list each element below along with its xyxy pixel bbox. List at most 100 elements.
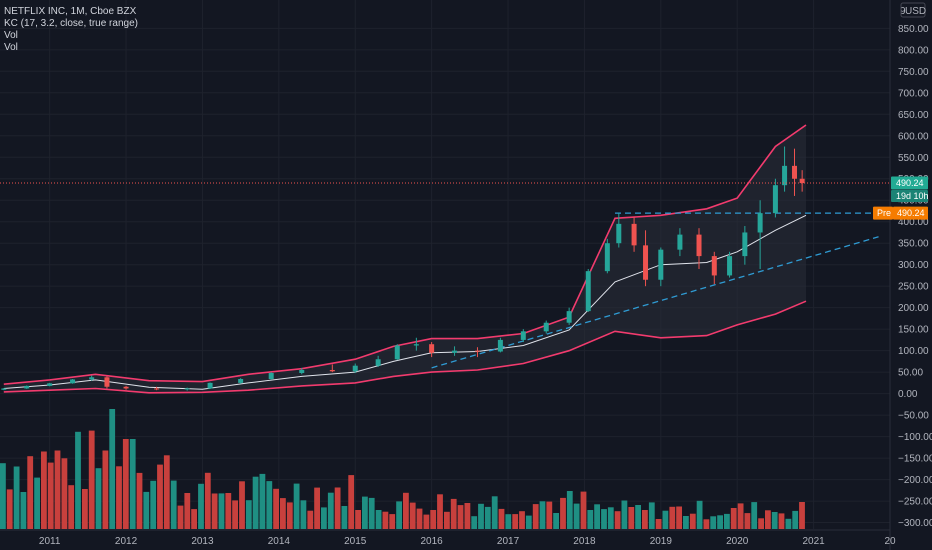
candle-body	[70, 379, 76, 384]
legend-indicator[interactable]: KC (17, 3.2, close, true range)	[4, 18, 138, 29]
price-tick-label: 100.00	[898, 346, 929, 357]
price-tick-label: 50.00	[898, 368, 923, 379]
volume-bar	[450, 498, 457, 529]
volume-bar	[498, 508, 505, 529]
svg-text:490.24: 490.24	[897, 208, 925, 218]
volume-bar	[362, 496, 368, 529]
volume-bar	[635, 505, 641, 529]
volume-bar	[88, 430, 95, 529]
candle-body	[643, 245, 649, 280]
volume-bar	[27, 456, 34, 529]
volume-bar	[471, 516, 478, 529]
volume-bars	[0, 409, 805, 529]
currency-label[interactable]: USD	[900, 2, 926, 18]
volume-bar	[396, 501, 402, 529]
volume-bar	[532, 504, 539, 529]
time-tick-label: 2021	[802, 536, 825, 547]
volume-bar	[409, 502, 416, 529]
top-partial-tick: 9	[900, 6, 906, 17]
volume-bar	[478, 503, 484, 529]
volume-bar	[75, 431, 81, 529]
volume-bar	[382, 511, 389, 529]
volume-bar	[525, 515, 532, 529]
volume-bar	[177, 505, 184, 529]
volume-bar	[416, 508, 423, 529]
volume-bar	[232, 500, 238, 529]
volume-bar	[676, 506, 682, 529]
volume-bar	[566, 491, 573, 529]
candle-body	[238, 379, 244, 383]
candle-body	[604, 243, 610, 272]
support-trendline	[431, 236, 879, 369]
candle-body	[772, 185, 778, 214]
price-tick-label: 750.00	[898, 67, 929, 78]
price-tick-label: 850.00	[898, 24, 929, 35]
volume-bar	[163, 455, 170, 529]
candle-body	[727, 256, 733, 276]
volume-bar	[355, 510, 361, 529]
price-tick-label: 350.00	[898, 239, 929, 250]
candle-body	[616, 223, 622, 244]
volume-bar	[321, 507, 327, 529]
candle-body	[631, 223, 637, 246]
price-tick-label: 700.00	[898, 88, 929, 99]
volume-bar	[136, 472, 143, 529]
candle-body	[742, 232, 748, 257]
volume-bar	[628, 507, 635, 529]
volume-bar	[765, 510, 771, 529]
legend-volume-2[interactable]: Vol	[4, 42, 18, 53]
volume-bar	[286, 502, 293, 529]
volume-bar	[744, 513, 751, 529]
volume-bar	[573, 503, 580, 529]
price-tick-label: −150.00	[898, 454, 932, 465]
price-tick-label: −50.00	[898, 411, 929, 422]
candle-body	[89, 377, 95, 380]
volume-bar	[6, 489, 13, 529]
time-tick-label: 2015	[344, 536, 367, 547]
volume-bar	[683, 516, 689, 529]
price-tick-label: −300.00	[898, 518, 932, 529]
volume-bar	[751, 502, 758, 529]
svg-text:USD: USD	[905, 6, 926, 17]
volume-bar	[491, 496, 498, 529]
volume-bar	[116, 466, 122, 529]
price-tick-label: 550.00	[898, 153, 929, 164]
candles	[1, 146, 805, 391]
volume-bar	[403, 492, 409, 529]
volume-bar	[184, 493, 191, 529]
volume-bar	[505, 514, 512, 529]
volume-bar	[737, 503, 744, 529]
kc-upper-line	[3, 124, 807, 385]
volume-bar	[587, 510, 594, 529]
volume-bar	[648, 502, 655, 529]
price-tick-label: 600.00	[898, 131, 929, 142]
drawings[interactable]	[431, 212, 890, 369]
volume-bar	[519, 511, 525, 529]
volume-bar	[607, 507, 614, 529]
price-tick-label: −100.00	[898, 432, 932, 443]
volume-bar	[655, 519, 662, 529]
volume-bar	[34, 477, 40, 529]
kc-lower-line	[3, 300, 807, 394]
price-tick-label: 150.00	[898, 325, 929, 336]
legend-volume-1[interactable]: Vol	[4, 30, 18, 41]
volume-bar	[334, 487, 341, 529]
time-axis[interactable]: 2011 2012 2013 2014 2015 2016 2017 2018 2019 2020…	[39, 536, 896, 547]
volume-bar	[512, 514, 519, 529]
volume-bar	[669, 506, 676, 529]
volume-bar	[109, 409, 116, 529]
price-tick-label: 250.00	[898, 282, 929, 293]
countdown-tag: 19d 10h	[891, 189, 929, 202]
volume-bar	[696, 500, 703, 529]
volume-bar	[758, 518, 764, 529]
volume-bar	[95, 468, 102, 529]
volume-bar	[724, 513, 730, 529]
legend-symbol[interactable]: NETFLIX INC, 1M, Cboe BZX	[4, 6, 137, 17]
price-tick-label: 800.00	[898, 45, 929, 56]
volume-bar	[280, 498, 286, 529]
volume-bar	[662, 510, 669, 529]
chart-legend[interactable]: NETFLIX INC, 1M, Cboe BZX KC (17, 3.2, c…	[4, 6, 138, 53]
candle-body	[413, 344, 419, 346]
volume-bar	[239, 481, 245, 529]
